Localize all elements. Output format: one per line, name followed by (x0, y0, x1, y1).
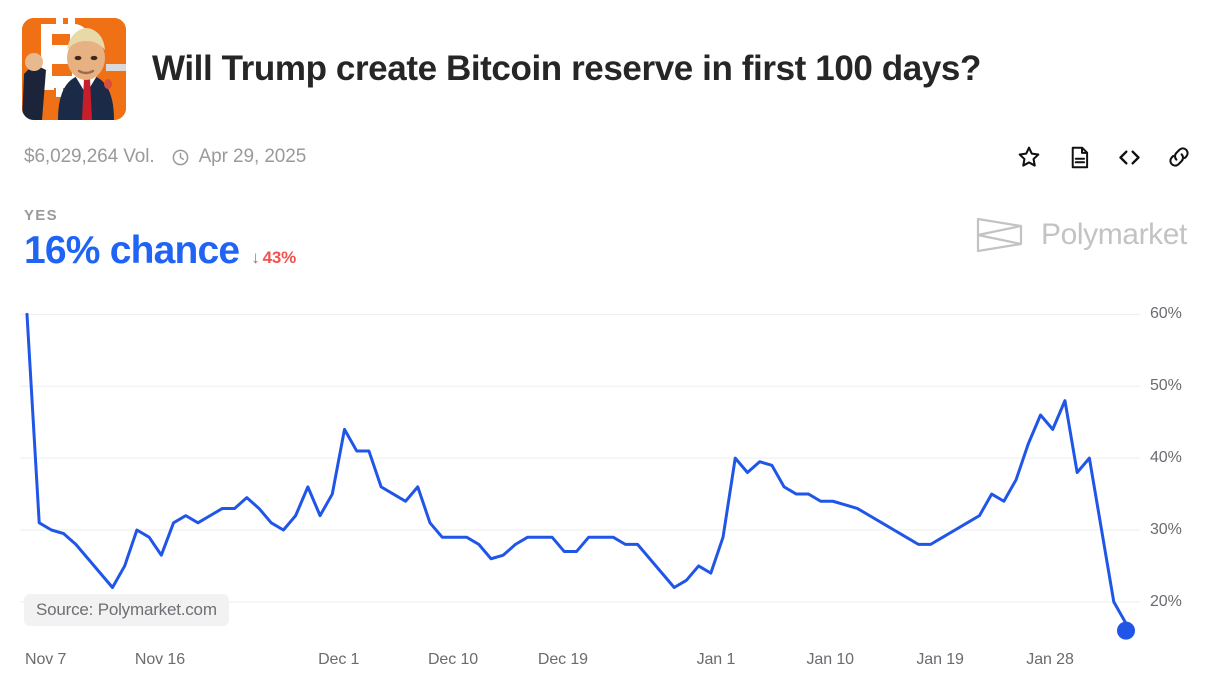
x-axis-tick: Nov 16 (134, 651, 185, 668)
change-value: 43% (262, 247, 297, 267)
x-axis-tick: Jan 10 (806, 651, 855, 668)
polymarket-logo-icon (975, 216, 1027, 254)
x-axis-tick: Jan 28 (1026, 651, 1074, 668)
y-axis-tick: 60% (1150, 305, 1182, 323)
market-header: Will Trump create Bitcoin reserve in fir… (22, 18, 981, 120)
volume-text: $6,029,264 Vol. (24, 146, 155, 167)
chart-x-axis: Nov 7 Nov 16 Dec 1 Dec 10 Dec 19 Jan 1 Jan 10 J… (0, 652, 1211, 682)
chart-gridlines (20, 313, 1140, 603)
chance-value: 16% chance (24, 229, 240, 272)
y-axis-tick: 20% (1150, 592, 1182, 610)
date-text: Apr 29, 2025 (198, 146, 307, 167)
y-axis-tick: 50% (1150, 377, 1182, 395)
chart-line (25, 312, 1128, 625)
polymarket-brand: Polymarket (975, 216, 1187, 254)
source-badge: Source: Polymarket.com (24, 594, 229, 626)
outcome-label: YES (24, 207, 58, 224)
market-meta: $6,029,264 Vol. Apr 29, 2025 (24, 146, 306, 168)
chart-y-axis: 20% 30% 40% 50% 60% (1150, 300, 1211, 645)
y-axis-tick: 30% (1150, 521, 1182, 538)
chance-row: 16% chance ↓ 43% (24, 231, 296, 270)
trump-bitcoin-image (22, 18, 126, 120)
y-axis-tick: 40% (1150, 449, 1182, 467)
end-date: Apr 29, 2025 (171, 146, 307, 168)
code-icon[interactable] (1115, 143, 1143, 171)
x-axis-tick: Jan 19 (916, 651, 964, 668)
arrow-down-icon: ↓ (251, 248, 260, 267)
brand-name: Polymarket (1040, 218, 1187, 251)
market-thumbnail (22, 18, 126, 120)
x-axis-tick: Jan 1 (696, 651, 736, 668)
x-axis-tick: Dec 1 (318, 651, 360, 668)
price-chart: 20% 30% 40% 50% 60% Nov 7 Nov 16 Dec 1 Dec 10 De… (0, 300, 1211, 684)
chart-end-marker (1117, 621, 1135, 640)
change-badge: ↓ 43% (251, 248, 296, 268)
x-axis-tick: Dec 10 (427, 651, 479, 668)
x-axis-tick: Nov 7 (25, 651, 67, 668)
x-axis-tick: Dec 19 (537, 651, 588, 668)
outcome-block: YES 16% chance ↓ 43% (24, 208, 296, 270)
clock-icon (171, 148, 190, 167)
link-icon[interactable] (1165, 143, 1193, 171)
star-icon[interactable] (1015, 143, 1043, 171)
page-title: Will Trump create Bitcoin reserve in fir… (152, 48, 981, 88)
document-icon[interactable] (1065, 143, 1093, 171)
action-bar (1015, 143, 1193, 171)
